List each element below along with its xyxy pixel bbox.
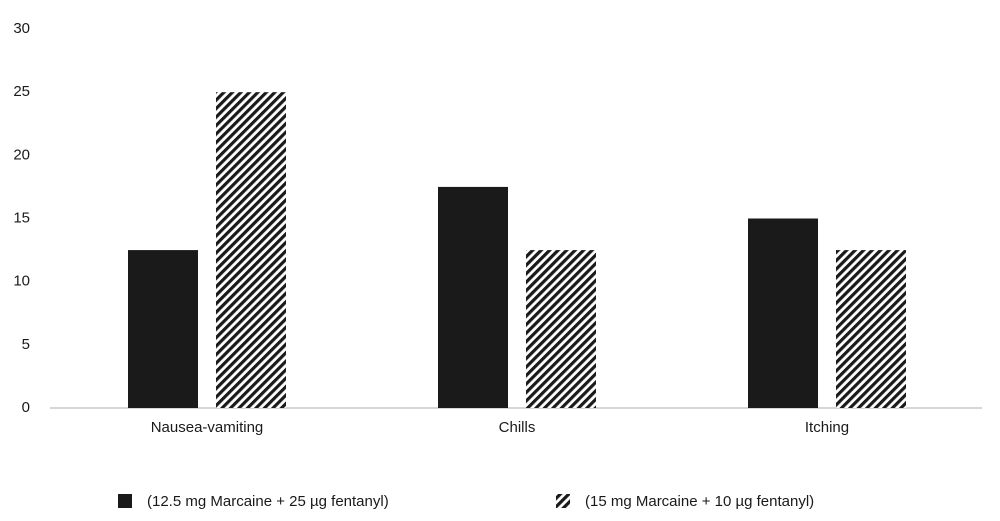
legend-label: (15 mg Marcaine + 10 µg fentanyl) (585, 493, 814, 510)
bar (836, 250, 906, 408)
bar (748, 218, 818, 408)
x-tick-label: Chills (499, 419, 536, 436)
y-tick-label: 5 (22, 336, 30, 353)
legend-swatch (118, 494, 132, 508)
y-tick-label: 25 (13, 83, 30, 100)
bar (128, 250, 198, 408)
bar (526, 250, 596, 408)
y-tick-label: 30 (13, 20, 30, 37)
y-tick-label: 0 (22, 399, 30, 416)
y-tick-label: 10 (13, 273, 30, 290)
y-tick-label: 20 (13, 146, 30, 163)
bar (216, 92, 286, 409)
bar (438, 186, 508, 408)
legend-label: (12.5 mg Marcaine + 25 µg fentanyl) (147, 493, 389, 510)
x-tick-label: Nausea-vamiting (151, 419, 264, 436)
x-tick-label: Itching (805, 419, 849, 436)
legend-swatch (556, 494, 570, 508)
y-tick-label: 15 (13, 209, 30, 226)
